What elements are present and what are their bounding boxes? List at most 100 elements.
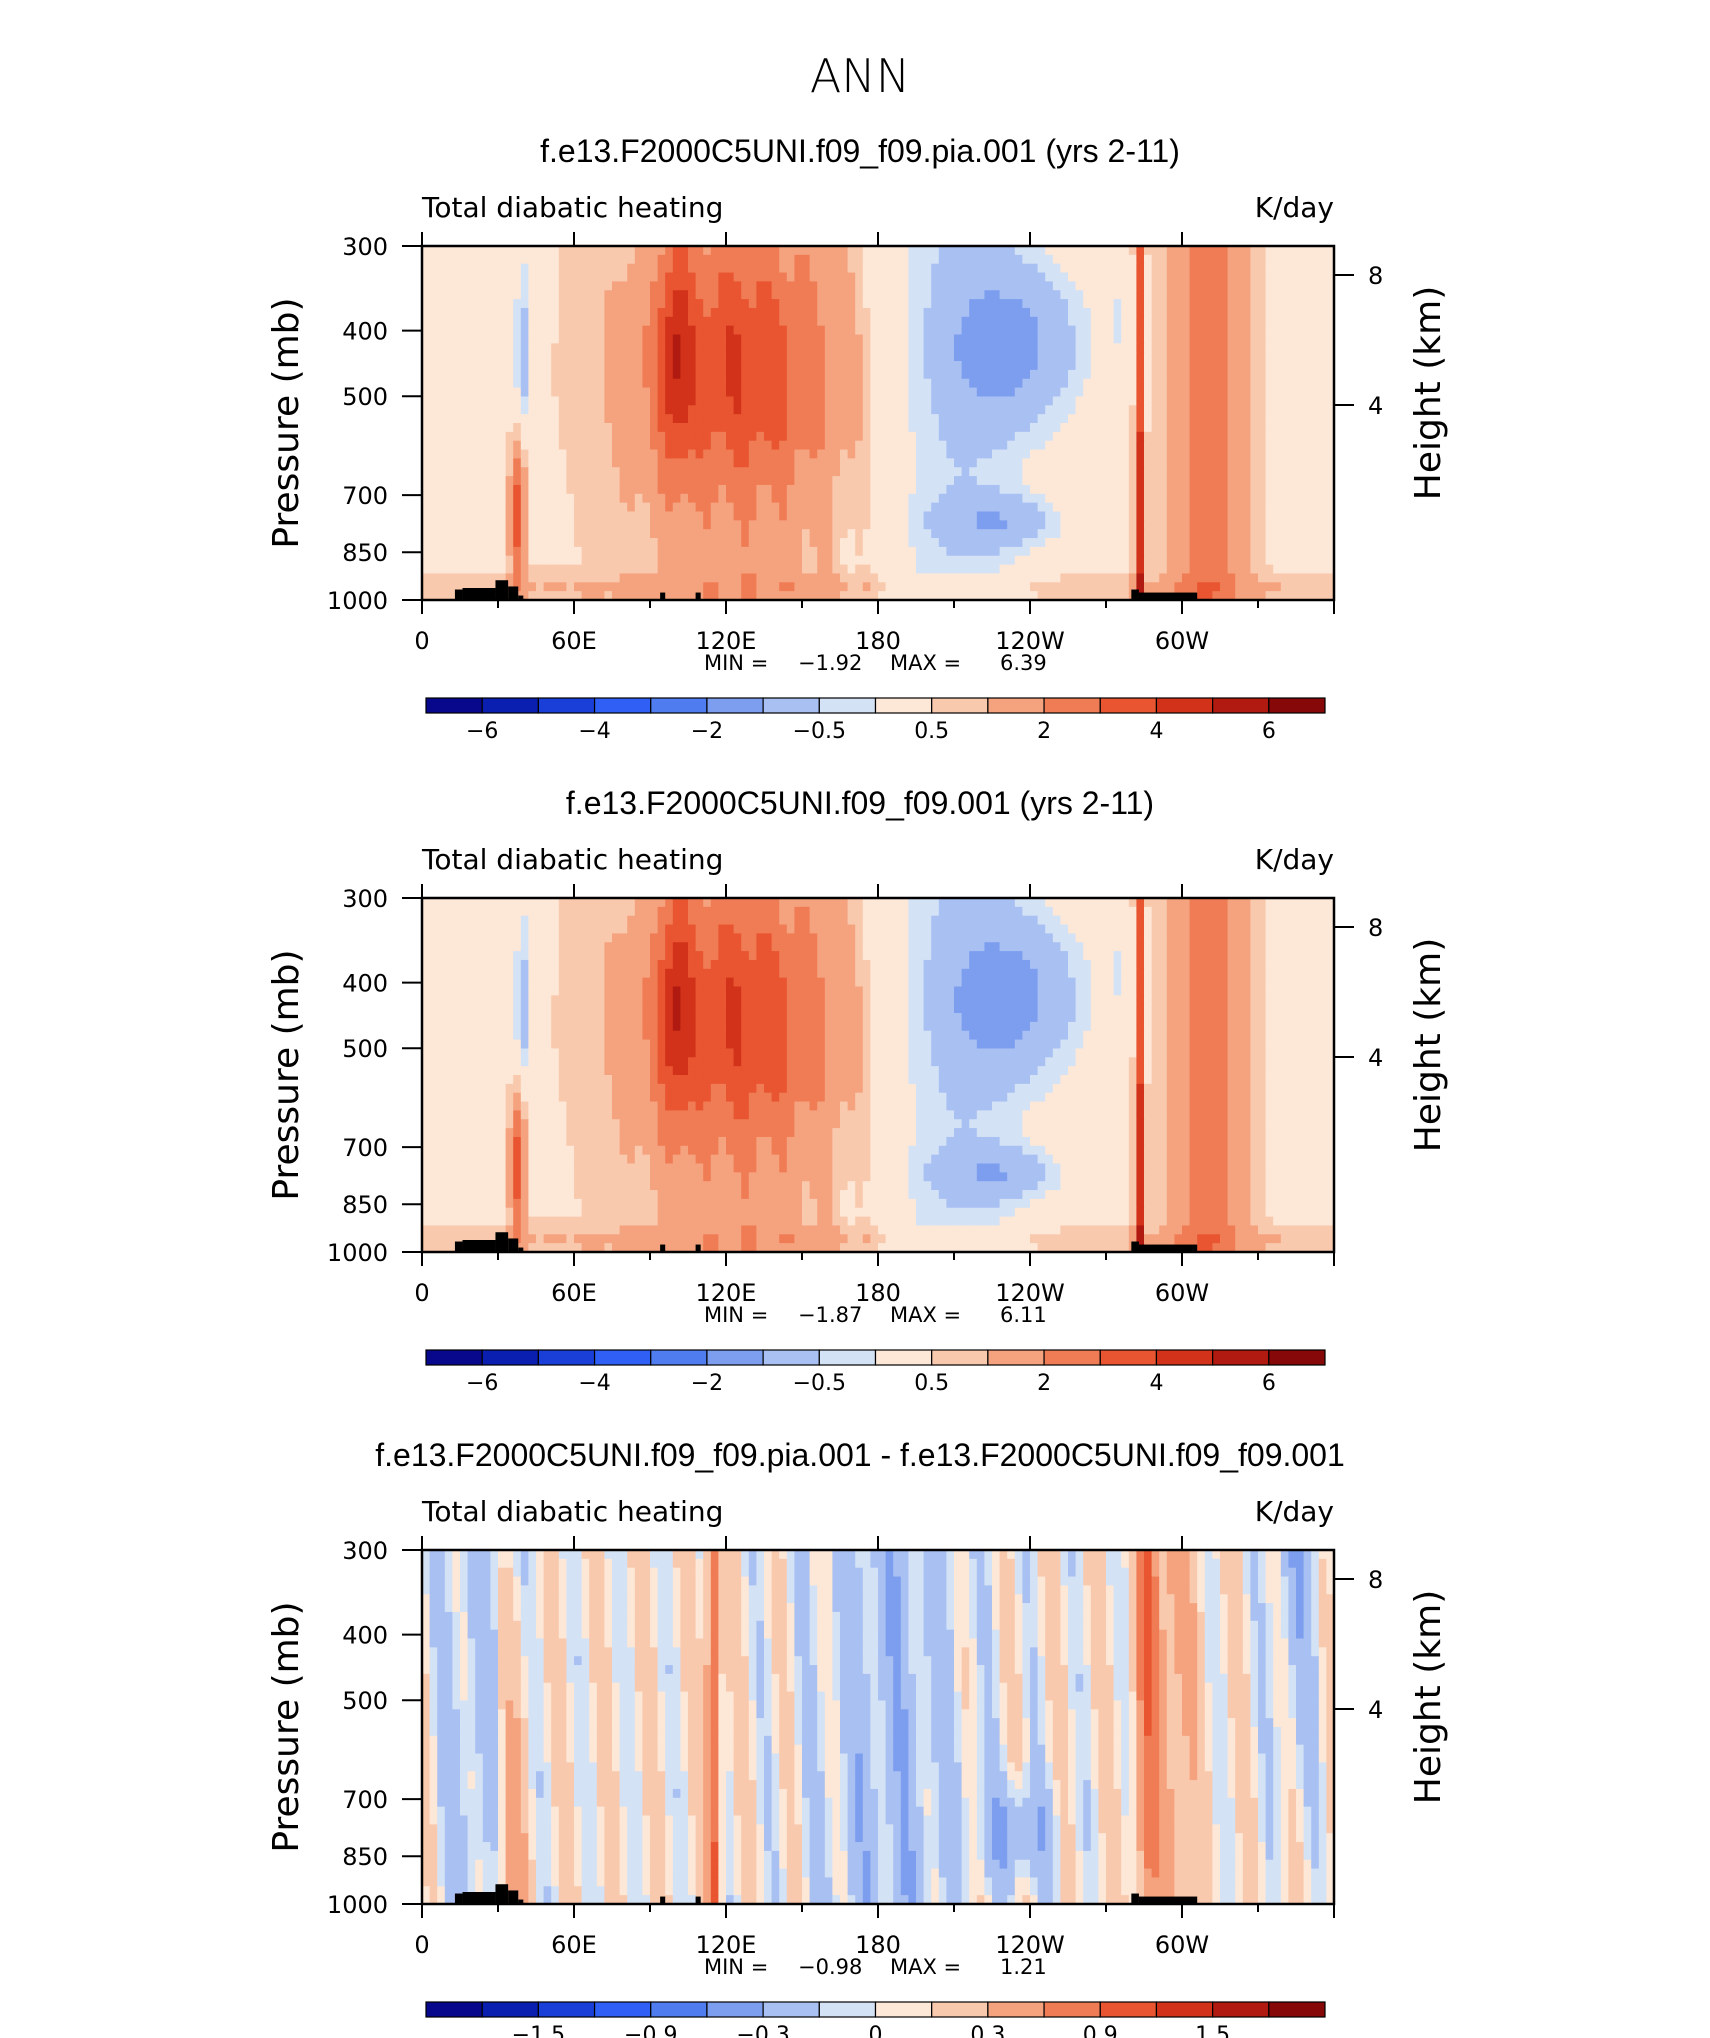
field-cell <box>505 449 514 459</box>
field-cell <box>1227 396 1236 406</box>
field-cell <box>1189 281 1198 291</box>
field-cell <box>505 369 514 380</box>
field-cell <box>1090 458 1099 468</box>
field-cell <box>999 307 1008 318</box>
field-cell <box>1197 334 1206 344</box>
field-cell <box>954 254 963 265</box>
field-cell <box>984 387 993 398</box>
field-cell <box>460 538 469 548</box>
field-cell <box>1022 316 1031 327</box>
field-cell <box>695 405 704 415</box>
field-cell <box>1242 493 1251 504</box>
field-cell <box>954 484 963 495</box>
field-cell <box>1326 458 1335 468</box>
field-cell <box>1296 467 1305 477</box>
field-cell <box>779 511 788 521</box>
field-cell <box>824 316 833 327</box>
field-cell <box>627 387 636 398</box>
field-cell <box>1045 369 1054 380</box>
field-cell <box>908 334 917 344</box>
field-cell <box>976 467 985 477</box>
field-cell <box>809 396 818 406</box>
field-cell <box>1197 414 1206 424</box>
field-cell <box>726 361 735 371</box>
field-cell <box>748 316 757 327</box>
field-cell <box>1235 538 1244 548</box>
field-cell <box>520 511 529 521</box>
field-cell <box>984 299 993 309</box>
field-cell <box>688 502 697 513</box>
field-cell <box>976 431 985 442</box>
field-cell <box>1227 484 1236 495</box>
field-cell <box>695 299 704 309</box>
field-cell <box>1128 564 1137 575</box>
field-cell <box>1197 307 1206 318</box>
field-cell <box>1265 343 1274 353</box>
field-cell <box>710 316 719 327</box>
field-cell <box>467 316 476 327</box>
field-cell <box>437 573 446 583</box>
field-cell <box>1128 263 1137 274</box>
field-cell <box>764 325 773 336</box>
field-cell <box>916 387 925 398</box>
field-cell <box>847 440 856 451</box>
field-cell <box>976 378 985 389</box>
field-cell <box>1182 246 1191 256</box>
field-cell <box>1136 564 1145 575</box>
field-cell <box>824 529 833 539</box>
field-cell <box>794 476 803 486</box>
field-cell <box>482 431 491 442</box>
field-cell <box>612 299 621 309</box>
field-cell <box>1280 582 1289 592</box>
field-cell <box>536 414 545 424</box>
field-cell <box>1045 538 1054 548</box>
field-cell <box>543 538 552 548</box>
field-cell <box>1265 299 1274 309</box>
field-cell <box>1242 281 1251 291</box>
field-cell <box>1151 369 1160 380</box>
field-cell <box>733 449 742 459</box>
field-cell <box>460 449 469 459</box>
field-cell <box>422 272 431 282</box>
field-cell <box>1083 378 1092 389</box>
field-cell <box>1174 423 1183 433</box>
field-cell <box>1151 378 1160 389</box>
field-cell <box>460 484 469 495</box>
field-cell <box>1045 316 1054 327</box>
field-cell <box>551 290 560 300</box>
field-cell <box>1151 343 1160 353</box>
colorbar-swatch <box>1212 697 1270 714</box>
field-cell <box>475 307 484 318</box>
field-cell <box>1151 272 1160 282</box>
field-cell <box>505 440 514 451</box>
field-cell <box>422 564 431 575</box>
field-cell <box>634 272 643 282</box>
field-cell <box>817 476 826 486</box>
field-cell <box>1242 334 1251 344</box>
field-cell <box>1052 449 1061 459</box>
field-cell <box>1128 440 1137 451</box>
field-cell <box>908 369 917 380</box>
field-cell <box>832 467 841 477</box>
field-cell <box>444 414 453 424</box>
field-cell <box>1052 343 1061 353</box>
field-cell <box>900 898 909 908</box>
field-cell <box>1121 511 1130 521</box>
field-cell <box>1326 449 1335 459</box>
field-cell <box>900 546 909 557</box>
field-cell <box>794 299 803 309</box>
field-cell <box>422 263 431 274</box>
field-cell <box>1189 352 1198 362</box>
field-cell <box>855 396 864 406</box>
field-cell <box>1045 502 1054 513</box>
field-cell <box>748 387 757 398</box>
field-cell <box>429 440 438 451</box>
field-cell <box>1136 307 1145 318</box>
field-cell <box>528 449 537 459</box>
field-cell <box>460 405 469 415</box>
field-cell <box>847 502 856 513</box>
field-cell <box>566 467 575 477</box>
field-cell <box>627 502 636 513</box>
field-cell <box>1052 281 1061 291</box>
field-cell <box>938 272 947 282</box>
